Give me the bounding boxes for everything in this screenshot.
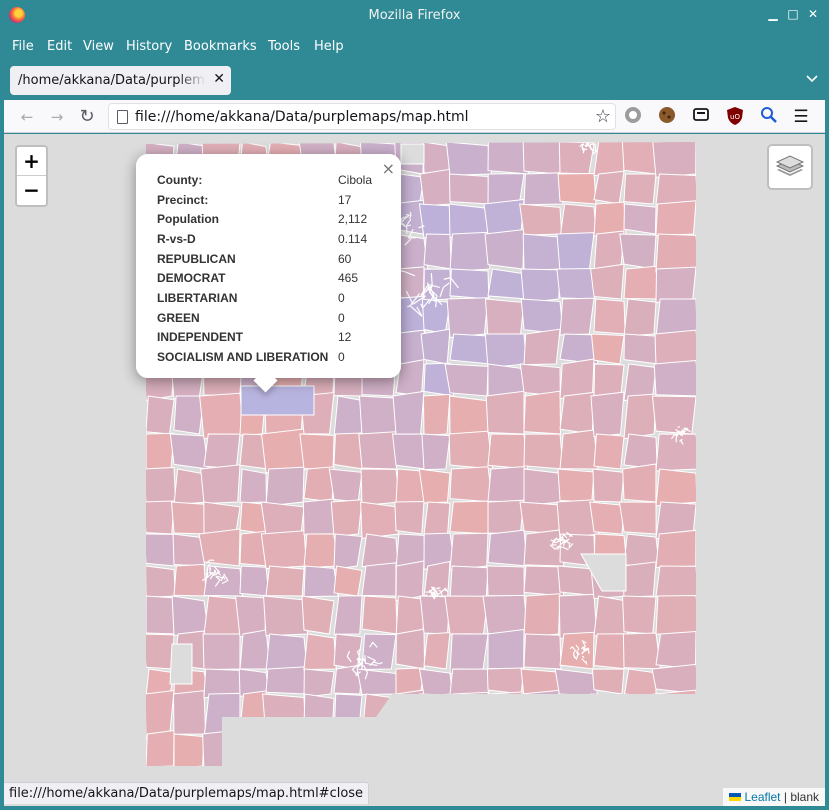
attribution-rest: blank [790,790,819,804]
layers-icon [775,155,805,176]
ukraine-flag-icon [729,793,742,801]
page-icon [117,110,128,124]
leaflet-link[interactable]: Leaflet [744,790,781,804]
row-key: County: [157,172,203,187]
cookie-extension-icon[interactable] [656,106,678,128]
firefox-logo-icon [9,7,25,23]
table-row: GREEN 0 [157,308,372,328]
no-data-precinct [580,553,627,592]
ghost-extension-icon[interactable] [622,106,644,128]
menu-file[interactable]: File [12,39,34,54]
window-title: Mozilla Firefox [368,8,461,23]
table-row: County: Cibola [157,170,372,190]
menu-bar: File Edit View History Bookmarks Tools H… [4,31,825,62]
status-bar: file:///home/akkana/Data/purplemaps/map.… [4,782,370,804]
ublock-origin-icon[interactable]: uO [724,106,746,128]
row-value: 17 [338,192,352,207]
row-value: 0 [338,290,345,305]
row-key: INDEPENDENT [157,330,244,345]
list-all-tabs-icon[interactable] [805,71,819,87]
svg-text:uO: uO [730,113,740,121]
attribution-separator: | [780,790,791,804]
close-window-button[interactable]: ✕ [807,7,819,21]
layers-control[interactable] [767,144,813,190]
row-key: Population [157,212,219,227]
url-bar[interactable]: file:///home/akkana/Data/purplemaps/map.… [108,103,616,130]
menu-help[interactable]: Help [314,39,344,54]
table-row: REPUBLICAN 60 [157,249,372,269]
precinct-map[interactable] [4,134,825,806]
navigation-toolbar: ← → ↻ file:///home/akkana/Data/purplemap… [4,100,825,133]
app-menu-button[interactable]: ☰ [793,107,809,127]
back-button[interactable]: ← [20,108,34,126]
table-row: R-vs-D 0.114 [157,229,372,249]
no-data-precinct [169,643,193,685]
row-value: Cibola [338,172,373,187]
bookmark-star-icon[interactable]: ☆ [594,106,611,127]
table-row: Population 2,112 [157,209,372,229]
row-value: 0.114 [338,231,368,246]
table-row: SOCIALISM AND LIBERATION 0 [157,347,372,367]
forward-button[interactable]: → [50,108,64,126]
tab-map-html[interactable]: /home/akkana/Data/purplemaps/map.html ✕ [10,66,231,95]
tab-close-icon[interactable]: ✕ [213,71,225,87]
table-row: Precinct: 17 [157,190,372,210]
maximize-button[interactable]: □ [787,7,799,21]
title-bar: Mozilla Firefox ▁ □ ✕ [0,0,829,31]
minimize-button[interactable]: ▁ [768,7,778,21]
zoom-in-button[interactable]: + [17,147,46,176]
table-row: DEMOCRAT 465 [157,268,372,288]
row-value: 60 [338,251,352,266]
menu-view[interactable]: View [83,39,114,54]
row-value: 0 [338,310,345,325]
reader-extension-icon[interactable] [690,106,712,128]
precinct-boundaries [201,142,691,680]
row-value: 2,112 [338,212,368,227]
map-viewport[interactable]: + − × County: Cibola Precinct: 17 Populati… [4,134,825,806]
zoom-out-button[interactable]: − [23,178,40,202]
precinct-popup: × County: Cibola Precinct: 17 Population 2,… [136,154,401,393]
menu-history[interactable]: History [126,39,173,54]
menu-edit[interactable]: Edit [47,39,73,54]
row-value: 0 [338,350,345,365]
row-value: 12 [338,330,352,345]
row-key: LIBERTARIAN [157,290,238,305]
table-row: LIBERTARIAN 0 [157,288,372,308]
tab-strip: /home/akkana/Data/purplemaps/map.html ✕ [4,62,825,100]
row-key: R-vs-D [157,231,196,246]
row-key: GREEN [157,310,200,325]
search-extension-icon[interactable] [758,106,780,128]
menu-tools[interactable]: Tools [268,39,301,54]
precinct-info-table: County: Cibola Precinct: 17 Population 2,11… [157,170,372,367]
menu-bookmarks[interactable]: Bookmarks [184,39,257,54]
row-key: DEMOCRAT [157,271,226,286]
table-row: INDEPENDENT 12 [157,328,372,348]
reload-button[interactable]: ↻ [79,106,95,127]
popup-close-button[interactable]: × [381,159,395,178]
selected-precinct-cibola-17[interactable] [240,385,315,416]
zoom-control: + − [15,145,48,207]
row-key: SOCIALISM AND LIBERATION [157,350,329,365]
row-key: Precinct: [157,192,209,207]
no-data-areas [169,143,627,685]
row-value: 465 [338,271,359,286]
tab-label: /home/akkana/Data/purplemaps/map.html [18,73,206,88]
no-data-precinct [400,143,425,165]
map-attribution: Leaflet | blank [723,788,825,806]
url-text[interactable]: file:///home/akkana/Data/purplemaps/map.… [135,109,469,125]
row-key: REPUBLICAN [157,251,236,266]
